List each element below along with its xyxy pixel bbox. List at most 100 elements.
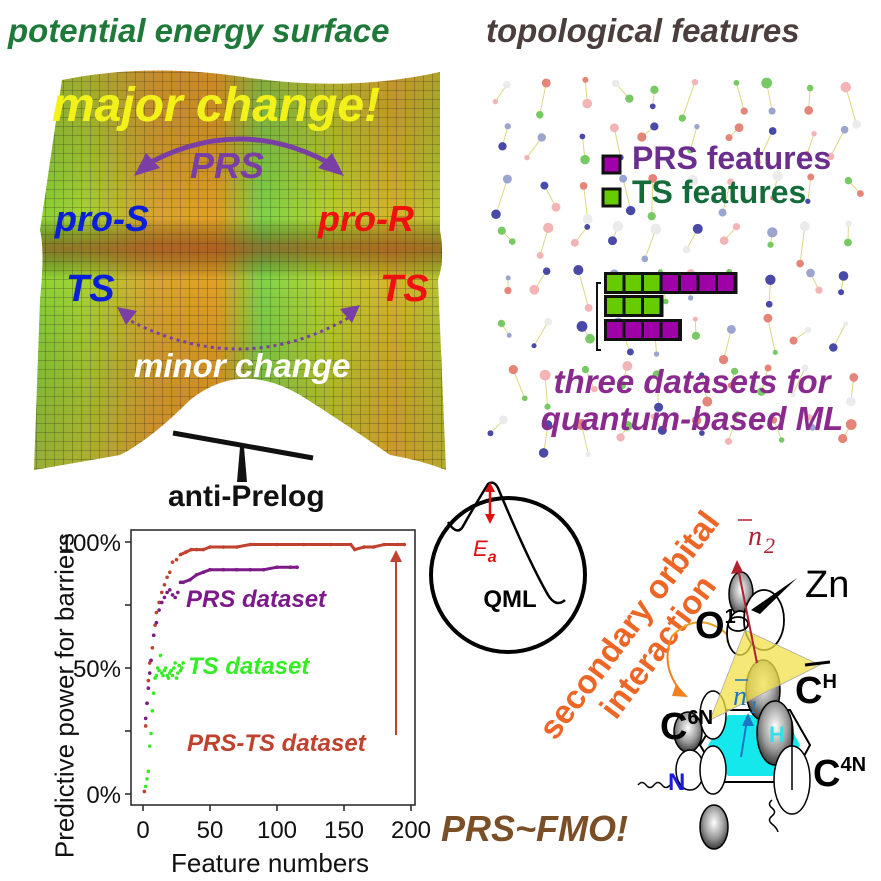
data-point-ts-dataset bbox=[177, 663, 181, 668]
data-point-ts-dataset bbox=[161, 673, 165, 678]
molecule-fragment bbox=[790, 364, 809, 398]
data-point-ts-dataset bbox=[180, 666, 184, 670]
n2-vector bbox=[737, 567, 758, 664]
molecule-fragment bbox=[487, 415, 508, 437]
data-point-ts-dataset bbox=[169, 668, 173, 673]
minor-arrowhead-right bbox=[340, 305, 360, 323]
x-tick-label: 150 bbox=[324, 817, 364, 844]
prs-label: PRS bbox=[190, 145, 265, 186]
prs-arrowhead-left bbox=[134, 153, 160, 176]
prs-block bbox=[681, 275, 697, 291]
topological-features-panel bbox=[487, 76, 864, 458]
data-point-prs-ts-dataset bbox=[162, 583, 167, 587]
molecule-fragment bbox=[691, 415, 705, 436]
data-point-prs-ts-dataset bbox=[189, 547, 194, 552]
y-axis-label: Predictive power for barriers bbox=[49, 532, 80, 859]
molecule-fragment bbox=[637, 122, 659, 142]
prs-block bbox=[662, 275, 678, 291]
molecule-fragment bbox=[754, 127, 777, 166]
o1-label: O1 bbox=[695, 605, 736, 647]
h-label: H bbox=[769, 722, 785, 747]
data-point-prs-dataset bbox=[165, 590, 169, 595]
molecule-fragment bbox=[650, 413, 667, 435]
wavy-bond bbox=[768, 799, 779, 833]
data-point-ts-dataset bbox=[150, 709, 155, 713]
molecule-fragment bbox=[687, 123, 700, 154]
molecule-fragment bbox=[691, 316, 700, 340]
legend-swatch-prs bbox=[601, 154, 622, 175]
qml-bubble: Ea QML bbox=[429, 481, 587, 654]
data-point-prs-ts-dataset bbox=[146, 678, 151, 683]
bond bbox=[804, 660, 831, 667]
ts-left-label: TS bbox=[66, 268, 115, 310]
molecule-fragment bbox=[611, 79, 634, 103]
zn-label: Zn bbox=[805, 564, 849, 606]
molecule-fragment bbox=[826, 125, 849, 161]
data-point-ts-dataset bbox=[143, 784, 148, 789]
data-point-prs-ts-dataset bbox=[248, 542, 252, 547]
molecule-fragment bbox=[846, 373, 859, 407]
data-point-prs-dataset bbox=[295, 565, 299, 569]
data-point-prs-ts-dataset bbox=[352, 547, 357, 552]
prs-ts-arrowhead bbox=[390, 550, 402, 562]
data-point-prs-dataset bbox=[168, 588, 172, 592]
dataset-bar-2 bbox=[604, 295, 664, 317]
ch-label: CH bbox=[795, 670, 837, 712]
data-point-prs-dataset bbox=[235, 567, 239, 572]
anti-prelog-label: anti-Prelog bbox=[168, 480, 325, 513]
orbital-lobe bbox=[699, 745, 727, 795]
molecule-fragment bbox=[804, 84, 814, 115]
pes-section-title: potential energy surface bbox=[8, 12, 390, 49]
data-point-prs-dataset bbox=[173, 595, 177, 600]
molecule-fragment bbox=[838, 271, 849, 296]
prs-block bbox=[644, 322, 660, 338]
data-point-prs-dataset bbox=[178, 580, 183, 585]
data-points bbox=[142, 542, 407, 794]
molecule-fragment bbox=[678, 78, 699, 122]
molecule-fragment bbox=[757, 364, 772, 396]
molecule-fragment bbox=[805, 173, 815, 204]
prs-block bbox=[607, 322, 623, 338]
molecule-fragment bbox=[806, 414, 816, 431]
molecule-fragment bbox=[727, 367, 739, 389]
data-point-prs-ts-dataset bbox=[157, 600, 161, 605]
axis-ticks: 0 50 100 150 200 0% 50% 100% bbox=[60, 530, 430, 844]
series-ts-dataset bbox=[143, 653, 185, 789]
ea-label: Ea bbox=[473, 536, 497, 566]
balance-beam bbox=[172, 430, 314, 461]
molecule-fragment bbox=[531, 318, 552, 349]
prs-block bbox=[662, 322, 678, 338]
data-point-prs-ts-dataset bbox=[178, 552, 183, 557]
molecule-fragment bbox=[770, 170, 783, 201]
data-point-prs-dataset bbox=[146, 686, 151, 690]
data-point-prs-ts-dataset bbox=[382, 542, 387, 547]
molecule-fragment bbox=[652, 370, 664, 412]
n-label: N bbox=[668, 769, 685, 796]
series-prs-dataset bbox=[143, 565, 299, 721]
molecule-fragment bbox=[761, 77, 776, 115]
annotation-prs-dataset: PRS dataset bbox=[186, 586, 327, 613]
orbital-interaction-arrow-1 bbox=[671, 621, 731, 638]
data-point-prs-ts-dataset bbox=[328, 542, 333, 547]
data-point-prs-dataset bbox=[181, 580, 185, 585]
molecule-fragment bbox=[608, 220, 624, 246]
data-point-ts-dataset bbox=[157, 668, 161, 673]
major-change-label: major change! bbox=[52, 79, 381, 132]
prs-block bbox=[718, 275, 734, 291]
prs-fmo-label: PRS~FMO! bbox=[441, 808, 629, 849]
molecule-fragment bbox=[719, 222, 741, 245]
datasets-caption-line2: quantum-based ML bbox=[540, 400, 844, 437]
data-point-ts-dataset bbox=[151, 691, 156, 695]
data-point-prs-ts-dataset bbox=[201, 547, 206, 552]
data-point-ts-dataset bbox=[154, 673, 159, 678]
minor-change-label: minor change bbox=[134, 347, 351, 384]
molecule-fragment bbox=[840, 81, 861, 129]
molecule-fragment bbox=[492, 80, 511, 105]
data-point-prs-dataset bbox=[208, 567, 212, 572]
n2-label: n2 bbox=[748, 521, 775, 558]
molecule-fragment bbox=[733, 79, 748, 115]
data-point-prs-dataset bbox=[154, 620, 159, 625]
data-point-prs-ts-dataset bbox=[208, 545, 212, 549]
molecule-fragment bbox=[699, 372, 713, 407]
zn-bond-wedge bbox=[751, 578, 797, 614]
